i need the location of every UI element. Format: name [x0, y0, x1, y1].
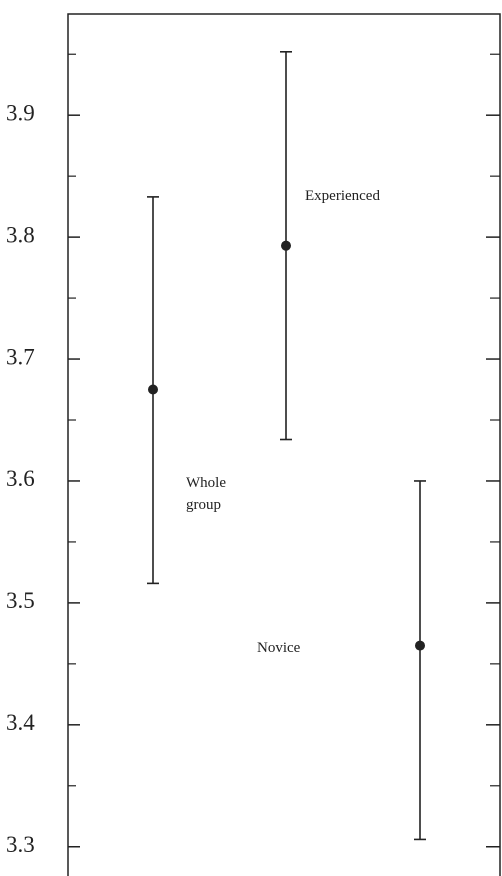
y-tick-label: 3.9: [6, 100, 35, 125]
mean-point: [281, 240, 291, 251]
y-tick-label: 3.4: [6, 710, 35, 735]
mean-point: [148, 384, 158, 395]
y-tick-label: 3.6: [6, 466, 35, 491]
y-tick-label: 3.3: [6, 832, 35, 857]
group-label: Experienced: [305, 188, 380, 204]
plot-frame: [67, 13, 501, 876]
y-tick-label: 3.8: [6, 222, 35, 247]
group-label: Novice: [257, 640, 301, 656]
group-label: Whole group: [186, 475, 226, 513]
y-tick-label: 3.7: [6, 344, 35, 369]
y-tick-label: 3.5: [6, 588, 35, 613]
mean-point: [415, 640, 425, 651]
